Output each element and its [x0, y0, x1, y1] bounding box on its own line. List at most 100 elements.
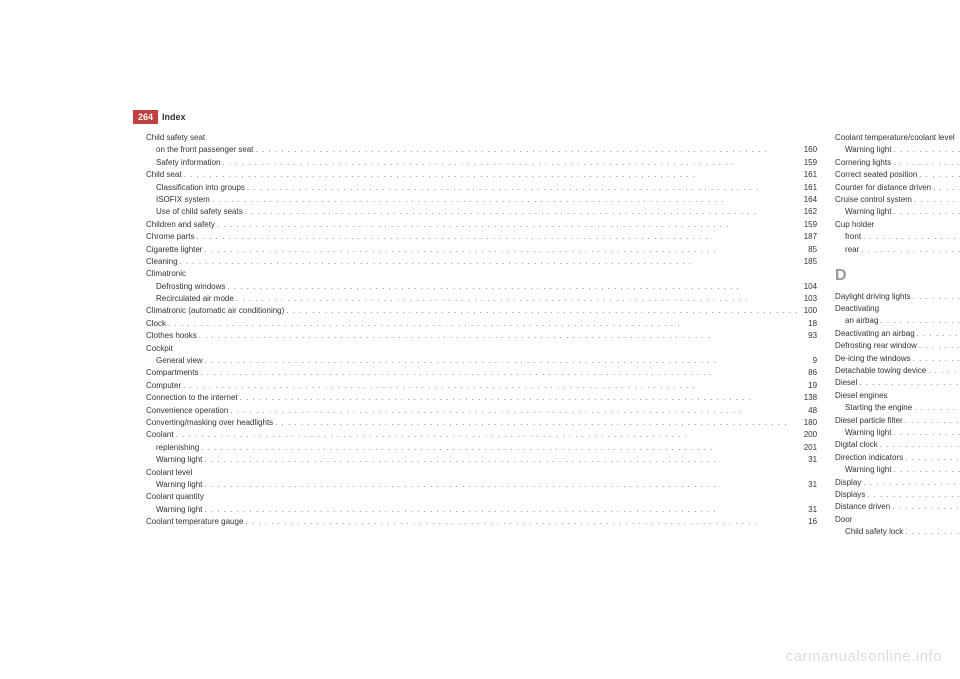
page-ref: 161 — [801, 169, 817, 181]
leader-dots — [891, 464, 960, 476]
index-group-heading: Child safety seat — [146, 132, 817, 144]
index-label: De-icing the windows — [835, 353, 911, 365]
index-sub-entry: replenishing 201 — [146, 442, 817, 454]
page-ref: 161 — [801, 182, 817, 194]
index-sub-entry: Use of child safety seats162 — [146, 206, 817, 218]
index-sub-entry: Warning light31 — [146, 504, 817, 516]
index-label: Cleaning — [146, 256, 178, 268]
index-entry: Compartments86 — [146, 367, 817, 379]
page-ref: 201 — [801, 442, 817, 454]
leader-dots — [197, 330, 805, 342]
leader-dots — [931, 182, 960, 194]
index-label: Children and safety — [146, 219, 215, 231]
leader-dots — [903, 526, 960, 538]
index-label: Starting the engine — [845, 402, 912, 414]
index-entry: Coolant200 — [146, 429, 817, 441]
index-label: Daylight driving lights — [835, 291, 911, 303]
index-entry: Cornering lights53 — [835, 157, 960, 169]
leader-dots — [199, 442, 801, 454]
index-label: Use of child safety seats — [156, 206, 243, 218]
page-ref: 160 — [801, 144, 817, 156]
index-entry: Climatronic (automatic air conditioning)… — [146, 305, 817, 317]
index-label: Climatronic — [146, 268, 186, 280]
index-label: Diesel particle filter — [835, 415, 903, 427]
index-label: Child seat — [146, 169, 182, 181]
leader-dots — [178, 256, 801, 268]
leader-dots — [917, 169, 960, 181]
index-label: Warning light — [845, 427, 891, 439]
index-label: Chrome parts — [146, 231, 194, 243]
index-label: Compartments — [146, 367, 198, 379]
index-entry: Detachable towing device184 — [835, 365, 960, 377]
index-entry: Display22 — [835, 477, 960, 489]
leader-dots — [202, 504, 805, 516]
page-title: Index — [162, 112, 186, 122]
leader-dots — [181, 380, 805, 392]
index-entry: Children and safety159 — [146, 219, 817, 231]
leader-dots — [861, 477, 960, 489]
index-sub-entry: ISOFIX system164 — [146, 194, 817, 206]
index-label: Clothes hooks — [146, 330, 197, 342]
leader-dots — [228, 405, 805, 417]
index-entry: Daylight driving lights52 — [835, 291, 960, 303]
leader-dots — [911, 353, 960, 365]
index-entry: Diesel194 — [835, 377, 960, 389]
index-label: front — [845, 231, 861, 243]
index-label: Converting/masking over headlights — [146, 417, 273, 429]
index-group-heading: Cockpit — [146, 343, 817, 355]
leader-dots — [253, 144, 800, 156]
index-label: Warning light — [845, 206, 891, 218]
index-label: Cigarette lighter — [146, 244, 202, 256]
leader-dots — [203, 355, 810, 367]
index-label: Cruise control system — [835, 194, 912, 206]
index-entry: Correct seated position142 — [835, 169, 960, 181]
leader-dots — [194, 231, 800, 243]
leader-dots — [243, 206, 801, 218]
leader-dots — [890, 501, 960, 513]
leader-dots — [903, 452, 960, 464]
leader-dots — [857, 377, 960, 389]
leader-dots — [865, 489, 960, 501]
index-label: Coolant level — [146, 467, 192, 479]
index-sub-entry: front82 — [835, 231, 960, 243]
index-sub-entry: Recirculated air mode103 — [146, 293, 817, 305]
index-label: Display — [835, 477, 861, 489]
index-label: Coolant — [146, 429, 174, 441]
index-entry: Displays15 — [835, 489, 960, 501]
index-label: Cockpit — [146, 343, 173, 355]
index-label: Deactivating — [835, 303, 879, 315]
leader-dots — [202, 244, 805, 256]
index-entry: Clothes hooks93 — [146, 330, 817, 342]
leader-dots — [891, 206, 960, 218]
leader-dots — [891, 427, 960, 439]
leader-dots — [238, 392, 801, 404]
index-sub-entry: Safety information159 — [146, 157, 817, 169]
index-sub-entry: Warning light31 — [146, 479, 817, 491]
index-label: replenishing — [156, 442, 199, 454]
page-ref: 187 — [801, 231, 817, 243]
index-entry: Computer19 — [146, 380, 817, 392]
index-entry: Coolant temperature gauge16 — [146, 516, 817, 528]
leader-dots — [215, 219, 801, 231]
leader-dots — [926, 365, 960, 377]
leader-dots — [210, 194, 801, 206]
page-ref: 138 — [801, 392, 817, 404]
page-number: 264 — [133, 110, 158, 124]
leader-dots — [202, 479, 805, 491]
index-label: Clock — [146, 318, 166, 330]
page-ref: 85 — [805, 244, 817, 256]
index-group-heading: Coolant temperature/coolant level — [835, 132, 960, 144]
index-group-heading: Climatronic — [146, 268, 817, 280]
index-entry: Cigarette lighter 85 — [146, 244, 817, 256]
watermark: carmanualsonline.info — [786, 648, 942, 665]
index-entry: Child seat 161 — [146, 169, 817, 181]
page-ref: 31 — [805, 454, 817, 466]
index-column-2: Coolant temperature/coolant level Warning… — [835, 132, 960, 539]
index-entry: De-icing the windows187 — [835, 353, 960, 365]
index-label: an airbag — [845, 315, 878, 327]
page-ref: 9 — [810, 355, 817, 367]
leader-dots — [912, 194, 960, 206]
index-label: Coolant temperature gauge — [146, 516, 243, 528]
leader-dots — [225, 281, 800, 293]
index-label: Coolant temperature/coolant level — [835, 132, 955, 144]
